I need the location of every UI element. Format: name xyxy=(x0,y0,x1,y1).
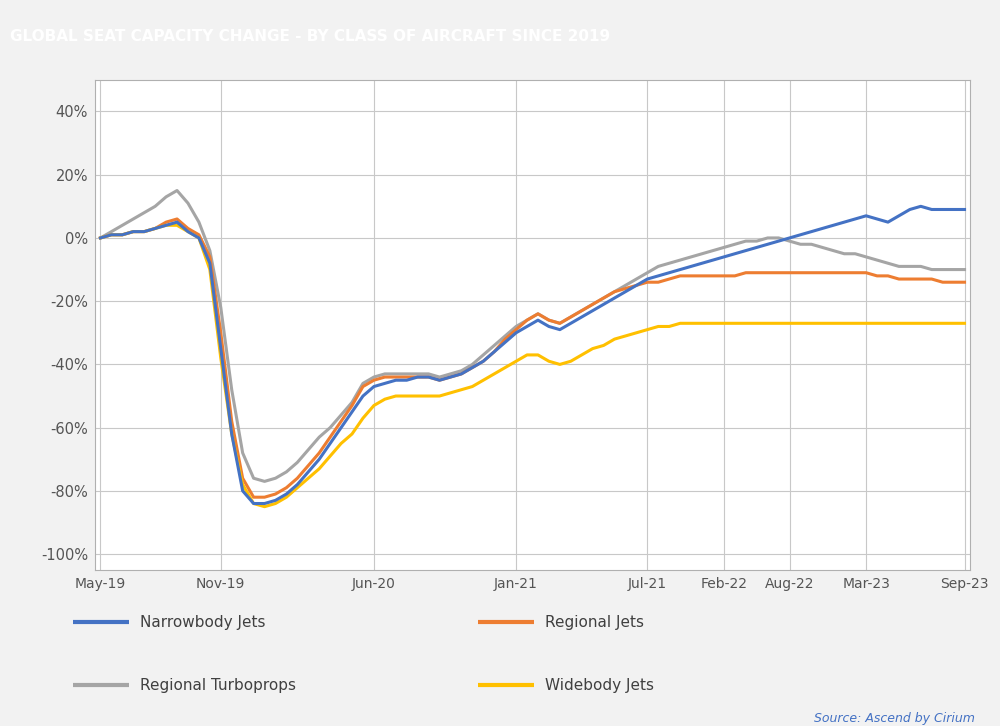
Text: Source: Ascend by Cirium: Source: Ascend by Cirium xyxy=(814,711,975,725)
Text: Narrowbody Jets: Narrowbody Jets xyxy=(140,614,266,629)
Text: Regional Jets: Regional Jets xyxy=(545,614,644,629)
Text: Regional Turboprops: Regional Turboprops xyxy=(140,677,296,693)
Text: GLOBAL SEAT CAPACITY CHANGE - BY CLASS OF AIRCRAFT SINCE 2019: GLOBAL SEAT CAPACITY CHANGE - BY CLASS O… xyxy=(10,29,610,44)
Text: Widebody Jets: Widebody Jets xyxy=(545,677,654,693)
